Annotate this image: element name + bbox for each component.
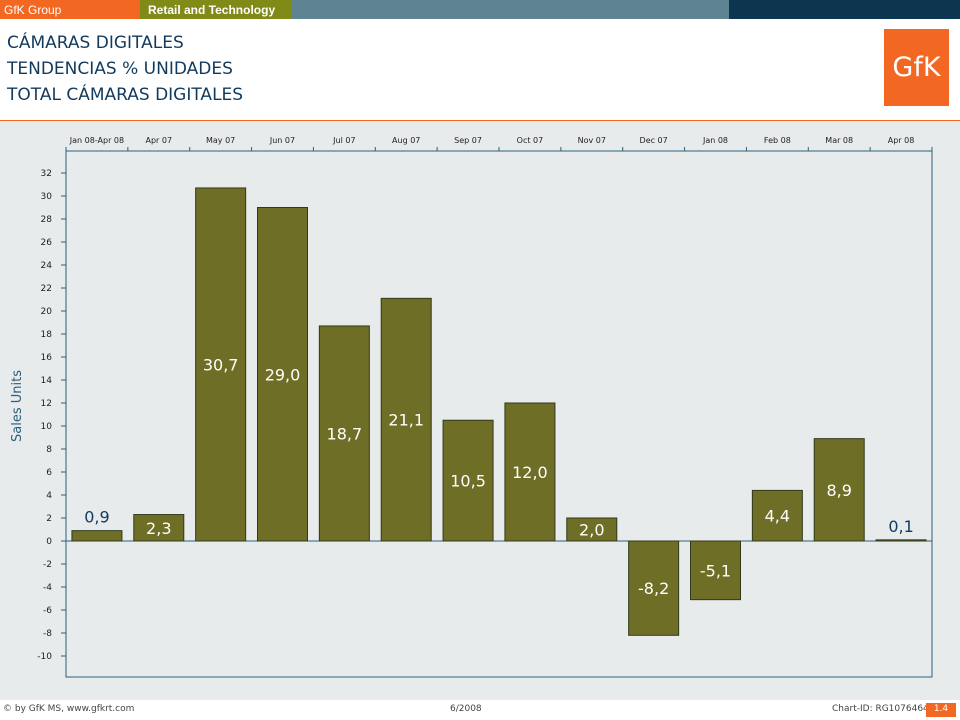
top-banner: GfK Group Retail and Technology [0,0,960,19]
x-tick-label: Sep 07 [454,136,482,145]
footer-date: 6/2008 [450,704,482,714]
x-tick-label: Feb 08 [764,136,791,145]
bar-data-label: 18,7 [327,424,363,443]
y-tick-label: 16 [41,353,53,363]
x-tick-label: Oct 07 [517,136,544,145]
footer: © by GfK MS, www.gfkrt.com 6/2008 Chart-… [0,700,960,720]
bar-data-label: 4,4 [765,507,790,526]
bar [875,539,927,542]
copyright-text: © by GfK MS, www.gfkrt.com [3,704,135,714]
y-tick-label: 20 [41,307,53,317]
y-tick-label: 32 [41,169,52,179]
title-line-1: CÁMARAS DIGITALES [7,33,184,53]
bar [195,187,247,542]
y-axis-label: Sales Units [10,370,25,442]
bar-data-label: -5,1 [700,561,731,580]
bar [318,325,370,542]
x-tick-label: Jan 08-Apr 08 [69,136,124,145]
y-tick-label: -6 [43,606,52,616]
chart-id: Chart-ID: RG1076464-C [832,704,939,714]
y-tick-label: -8 [43,629,52,639]
x-tick-label: May 07 [206,136,235,145]
x-tick-label: Aug 07 [392,136,420,145]
y-tick-label: -2 [43,560,52,570]
bar [257,207,308,542]
chart-area: Jan 08-Apr 08 Apr 07 May 07 Jun 07 Jul 07 Aug… [0,121,960,700]
y-tick-label: 12 [41,399,52,409]
bar [504,402,556,542]
bar [566,517,618,542]
bar [133,514,185,542]
y-tick-label: 24 [41,261,53,271]
banner-dark-segment [729,0,960,19]
x-tick-label: Jul 07 [332,136,355,145]
bar [71,530,123,542]
bar-data-label: 2,0 [579,521,604,540]
bar-data-label: 21,1 [388,411,424,430]
y-tick-label: 0 [46,537,52,547]
y-tick-label: 30 [41,192,53,202]
x-tick-label: Apr 08 [888,136,915,145]
x-tick-label: Apr 07 [146,136,173,145]
bar [628,540,680,636]
y-tick-label: 26 [41,238,53,248]
bar [813,438,865,542]
bar [690,540,741,601]
brand-label: GfK Group [0,0,140,19]
x-tick-label: Jun 07 [269,136,295,145]
bar-data-label: 12,0 [512,463,548,482]
x-tick-label: Jan 08 [702,136,728,145]
gfk-logo: GfK [884,29,949,106]
y-tick-label: 8 [46,445,52,455]
x-tick-label: Nov 07 [578,136,606,145]
title-line-3: TOTAL CÁMARAS DIGITALES [7,85,244,105]
y-tick-label: -10 [37,652,52,662]
y-tick-label: 4 [46,491,52,501]
bar-data-label: 0,1 [888,517,913,536]
x-tick-label: Dec 07 [640,136,668,145]
bar-data-label: 10,5 [450,472,486,491]
header-divider [0,120,960,121]
bar-data-label: 8,9 [826,481,851,500]
bar-chart: Jan 08-Apr 08 Apr 07 May 07 Jun 07 Jul 07 Aug… [10,136,933,678]
bar-data-label: 2,3 [146,519,171,538]
y-tick-label: 14 [41,376,53,386]
bar-data-label: 0,9 [84,508,109,527]
bar [751,489,803,542]
y-tick-label: -4 [43,583,52,593]
division-label: Retail and Technology [140,0,291,19]
title-line-2: TENDENCIAS % UNIDADES [7,59,233,79]
y-tick-label: 28 [41,215,53,225]
bar-data-label: 30,7 [203,355,239,374]
y-tick-label: 18 [41,330,53,340]
bar [380,297,432,542]
y-tick-label: 2 [46,514,52,524]
bar [442,419,494,542]
bar-data-label: -8,2 [638,579,669,598]
x-tick-label: Mar 08 [825,136,853,145]
y-tick-label: 6 [46,468,52,478]
y-tick-label: 10 [41,422,53,432]
bar-data-label: 29,0 [265,365,301,384]
y-tick-label: 22 [41,284,52,294]
page-number: 1.4 [926,703,956,717]
